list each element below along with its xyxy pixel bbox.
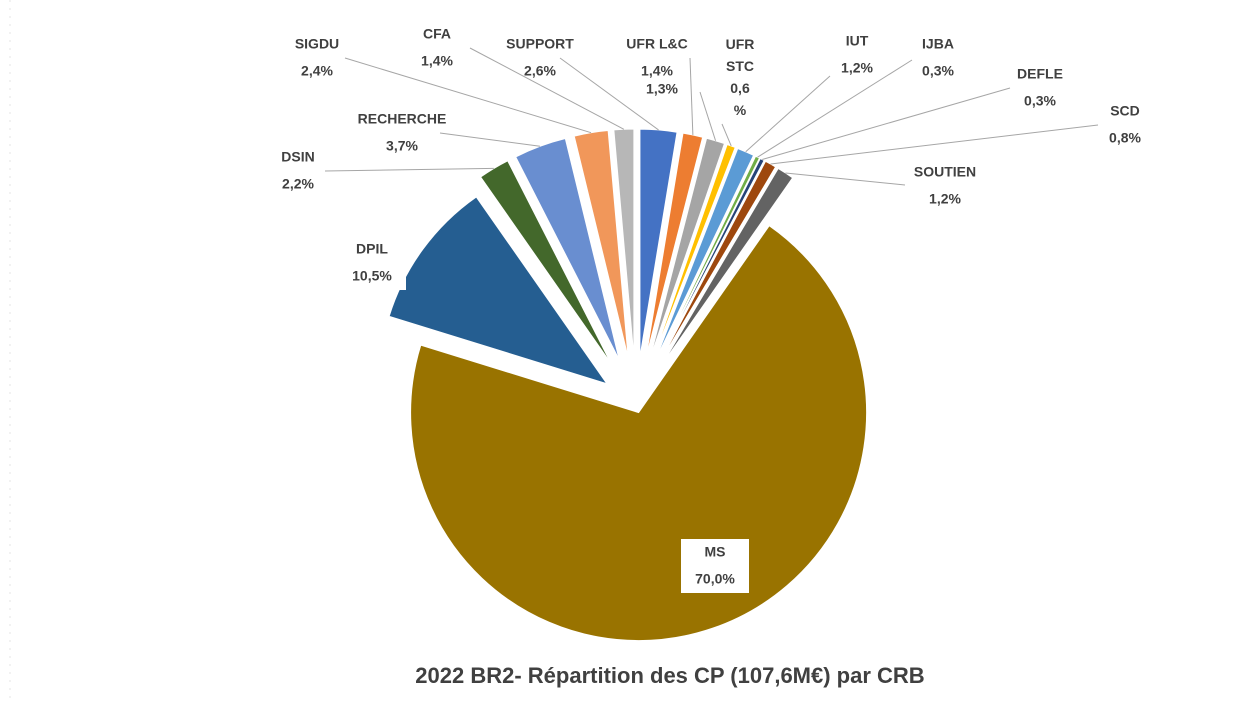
pie-slice [661,167,794,365]
category-label: SOUTIEN [914,164,976,180]
value-label: 0,3% [1024,93,1056,109]
label-line: STC [726,58,754,74]
category-label: DSIN [281,149,314,165]
value-label: 1,2% [841,60,873,76]
category-label: MS [705,544,726,560]
leader-line [770,124,1099,165]
value-label: 10,5% [352,268,392,284]
leader-line [785,172,906,186]
label-box [681,539,749,593]
pie-slice [649,137,726,360]
chart-title: 2022 BR2- Répartition des CP (107,6M€) p… [415,663,924,688]
category-label: RECHERCHE [358,111,447,127]
value-label: 70,0% [695,571,735,587]
value-label: 1,3% [646,81,678,97]
value-label: 0,3% [922,63,954,79]
pie-slice [573,129,629,358]
leader-line [439,132,541,147]
category-label: CFA [423,26,451,42]
category-label: DEFLE [1017,66,1063,82]
value-label: 2,6% [524,63,556,79]
value-label: 1,4% [421,53,453,69]
category-label: DPIL [356,241,388,257]
leader-line [721,123,732,147]
category-label: SIGDU [295,36,339,52]
category-label: IUT [846,33,869,49]
value-label: 3,7% [386,138,418,154]
value-label: 0,8% [1109,130,1141,146]
leader-line [689,57,694,135]
value-label: 1,4% [641,63,673,79]
leader-line [559,57,659,131]
category-label: SUPPORT [506,36,574,52]
category-label: UFR STC [726,36,755,74]
leader-line [344,57,592,134]
category-label: SCD [1110,103,1140,119]
label-box [338,236,406,290]
leader-line [324,167,494,172]
pie-slice [410,225,868,642]
pie-slice [515,137,620,361]
category-label: IJBA [922,36,954,52]
value-label: 2,2% [282,176,314,192]
label-line: 0,6 [730,80,750,96]
slices [388,128,868,642]
leader-line [762,87,1011,161]
value-label: 2,4% [301,63,333,79]
value-label: 0,6% [730,80,750,118]
category-label: UFR L&C [626,36,687,52]
label-line: UFR [726,36,755,52]
labels: SUPPORT 2,6% UFR L&C 1,4% 1,3% UFR STC 0,6 % IUT 1… [281,26,1142,593]
leader-line [757,59,913,158]
label-line: % [734,102,747,118]
leader-line [469,47,625,130]
leader-line [745,75,831,153]
pie-slice [388,196,609,385]
leader-line [699,91,717,141]
value-label: 1,2% [929,191,961,207]
pie-slice [657,157,765,363]
